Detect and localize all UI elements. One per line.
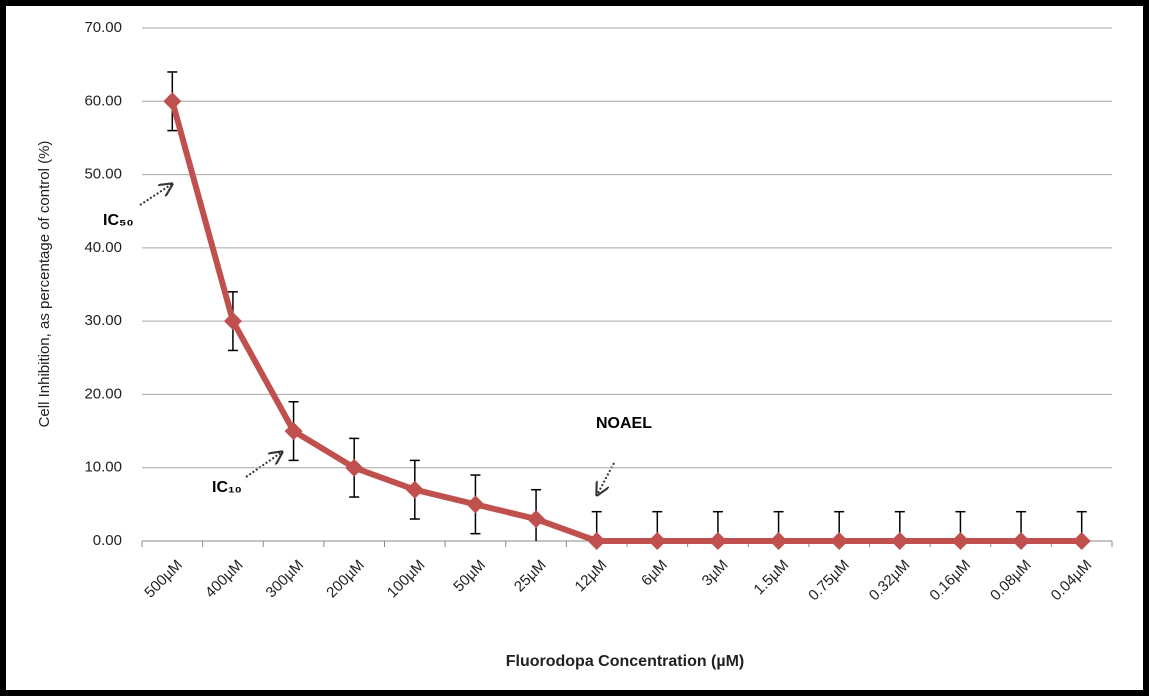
data-point bbox=[405, 480, 424, 499]
y-tick-label: 10.00 bbox=[84, 459, 122, 476]
annotation: NOAEL bbox=[596, 415, 652, 432]
y-tick-label: 70.00 bbox=[84, 19, 122, 36]
data-point bbox=[223, 312, 242, 331]
annotation: IC₅₀ bbox=[103, 212, 134, 229]
data-point bbox=[163, 92, 182, 111]
y-tick-label: 60.00 bbox=[84, 92, 122, 109]
data-point bbox=[587, 532, 606, 550]
arrow bbox=[245, 452, 282, 478]
y-tick-label: 30.00 bbox=[84, 312, 122, 329]
y-tick-label: 20.00 bbox=[84, 385, 122, 402]
data-point bbox=[648, 532, 667, 550]
y-tick-label: 40.00 bbox=[84, 239, 122, 256]
data-point bbox=[466, 495, 485, 514]
data-point bbox=[345, 458, 364, 477]
data-point bbox=[951, 532, 970, 550]
data-point bbox=[830, 532, 849, 550]
data-point bbox=[769, 532, 788, 550]
y-tick-label: 0.00 bbox=[93, 532, 122, 549]
y-axis-title: Cell Inhibition, as percentage of contro… bbox=[36, 141, 53, 428]
data-point bbox=[890, 532, 909, 550]
data-point bbox=[1072, 532, 1091, 550]
x-axis-title: Fluorodopa Concentration (µM) bbox=[506, 653, 745, 670]
data-line bbox=[169, 100, 1082, 544]
data-point bbox=[1012, 532, 1031, 550]
y-tick-label: 50.00 bbox=[84, 166, 122, 183]
data-point bbox=[527, 510, 546, 529]
data-point bbox=[284, 422, 303, 441]
annotation: IC₁₀ bbox=[212, 479, 242, 496]
data-point bbox=[708, 532, 727, 550]
